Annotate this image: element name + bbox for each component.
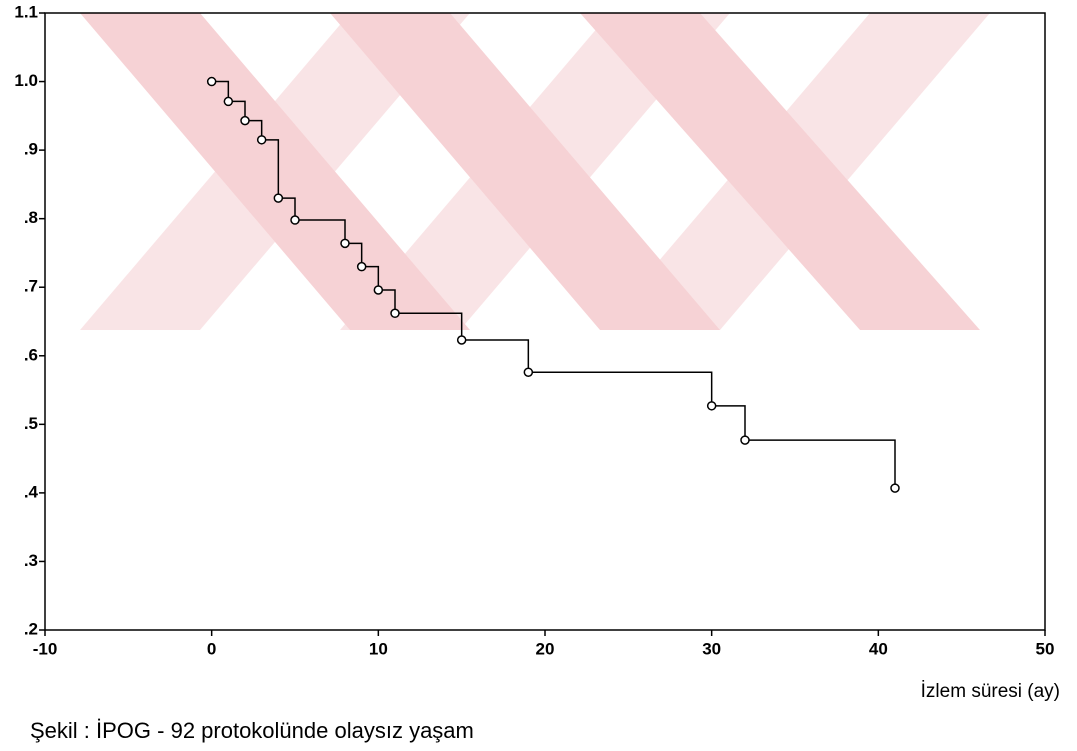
x-tick-label: 50	[1036, 639, 1055, 658]
censor-mark	[390, 308, 400, 319]
censor-mark	[373, 285, 384, 295]
censor-mark	[240, 115, 250, 126]
y-tick-label: .7	[24, 277, 38, 296]
y-tick-label: .5	[24, 414, 38, 433]
y-tick-label: .9	[24, 140, 38, 159]
censor-mark	[740, 435, 750, 445]
x-tick-label: 30	[702, 639, 721, 658]
y-tick-label: 1.1	[14, 2, 38, 21]
censor-mark	[223, 96, 234, 107]
censor-mark	[273, 193, 284, 203]
x-axis-label: İzlem süresi (ay)	[921, 681, 1060, 702]
censor-mark	[706, 401, 717, 411]
censor-mark	[340, 238, 350, 249]
censor-mark	[890, 483, 900, 493]
y-tick-label: .8	[24, 208, 38, 227]
x-tick-label: -10	[33, 639, 58, 658]
y-tick-label: .6	[24, 345, 38, 364]
caption: Şekil : İPOG - 92 protokolünde olaysız y…	[30, 718, 474, 743]
censor-mark	[290, 215, 300, 225]
y-tick-label: .3	[24, 551, 38, 570]
censor-mark	[256, 135, 267, 145]
x-tick-label: 40	[869, 639, 888, 658]
censor-mark	[523, 367, 534, 377]
x-tick-label: 20	[536, 639, 555, 658]
censor-mark	[356, 261, 367, 272]
x-tick-label: 10	[369, 639, 388, 658]
y-tick-label: 1.0	[14, 71, 38, 90]
censor-mark	[206, 76, 217, 87]
x-tick-label: 0	[207, 639, 216, 658]
y-tick-label: .4	[24, 482, 39, 501]
censor-mark	[456, 335, 467, 345]
y-tick-label: .2	[24, 619, 38, 638]
watermark	[80, 13, 990, 330]
